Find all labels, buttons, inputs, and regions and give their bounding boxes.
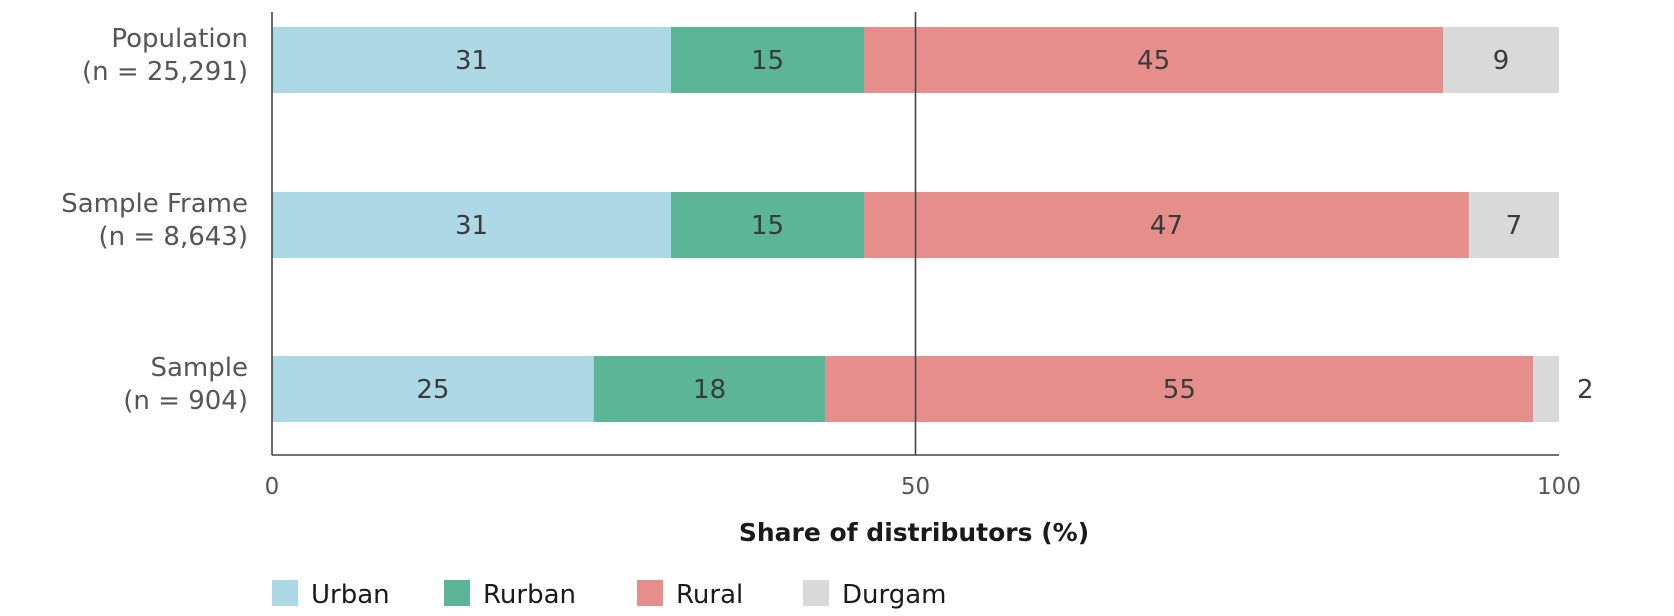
category-label-line: (n = 904) [123,386,248,416]
data-label-rurban-0: 15 [751,46,784,76]
data-label-rurban-2: 18 [693,375,726,405]
x-tick-label-1: 50 [901,474,930,500]
bar-segment-rurban-1 [670,192,865,258]
bar-segment-rurban-0 [670,27,865,93]
category-label-line: (n = 25,291) [82,57,248,87]
data-label-rural-1: 47 [1150,211,1183,241]
legend-label-rurban: Rurban [483,580,576,610]
data-label-durgam-0: 9 [1493,46,1510,76]
data-label-durgam-1: 7 [1506,211,1523,241]
data-label-durgam-2: 2 [1577,375,1594,405]
data-label-urban-1: 31 [455,211,488,241]
legend-swatch-rural [637,580,663,606]
legend-swatch-urban [272,580,298,606]
bar-segment-durgam-2 [1533,356,1559,422]
category-label-2: Sample (n = 904) [123,353,248,416]
bar-segment-rurban-2 [593,356,826,422]
x-tick-label-0: 0 [265,474,280,500]
bar-segment-durgam-1 [1468,192,1559,258]
category-label-1: Sample Frame (n = 8,643) [61,189,248,252]
labels-layer: 31 15 45 9 Population (n = 25,291) 31 15 47 7 Samp… [61,24,1593,416]
axis-layer: 0 50 100 [265,12,1581,500]
bar-segment-urban-0 [272,27,671,93]
category-label-line: (n = 8,643) [98,222,248,252]
category-label-line: Sample [151,353,249,383]
bars-layer [272,27,1559,422]
x-axis-title: Share of distributors (%) [739,518,1089,547]
x-tick-label-2: 100 [1537,474,1581,500]
bar-segment-urban-2 [272,356,594,422]
bar-segment-urban-1 [272,192,671,258]
legend-swatch-rurban [444,580,470,606]
legend-swatch-durgam [803,580,829,606]
bar-segment-durgam-0 [1443,27,1559,93]
category-label-0: Population (n = 25,291) [82,24,248,87]
legend: Urban Rurban Rural Durgam [272,580,947,610]
data-label-urban-0: 31 [455,46,488,76]
category-label-line: Population [111,24,248,54]
legend-label-rural: Rural [676,580,743,610]
bar-segment-rural-1 [864,192,1469,258]
data-label-urban-2: 25 [416,375,449,405]
legend-label-urban: Urban [311,580,390,610]
data-label-rural-0: 45 [1137,46,1170,76]
category-label-line: Sample Frame [61,189,248,219]
data-label-rurban-1: 15 [751,211,784,241]
bar-segment-rural-0 [864,27,1444,93]
legend-label-durgam: Durgam [842,580,947,610]
bar-segment-rural-2 [825,356,1534,422]
data-label-rural-2: 55 [1163,375,1196,405]
